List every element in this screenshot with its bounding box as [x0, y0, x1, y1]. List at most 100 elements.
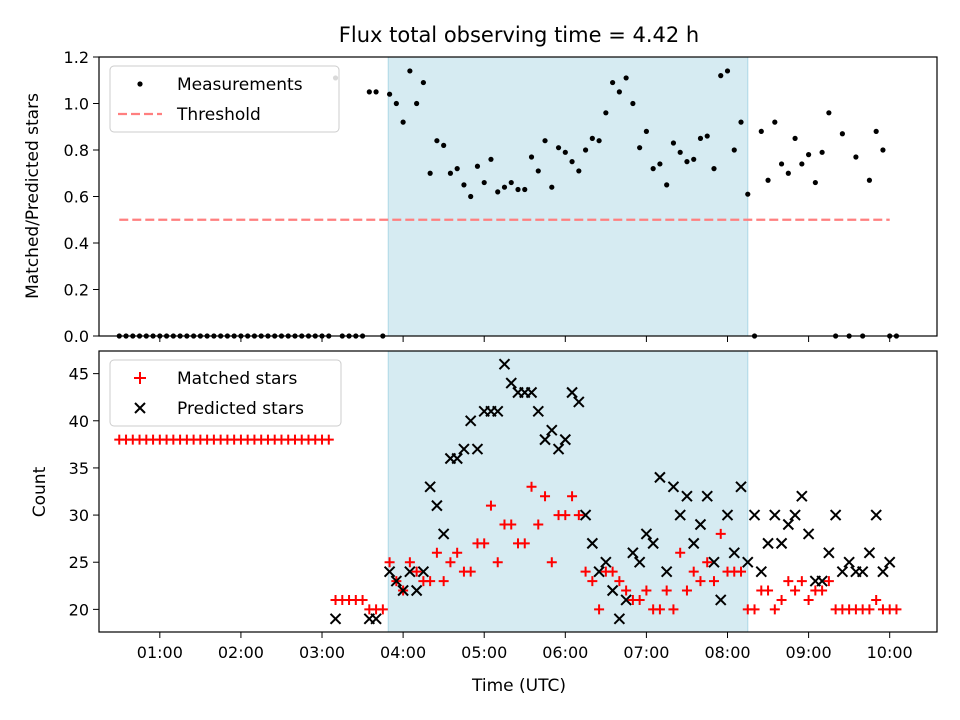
measurement-point: [711, 166, 717, 172]
measurement-point: [582, 147, 589, 153]
matched-star-marker: [377, 604, 388, 615]
y-tick-label: 45: [69, 365, 89, 384]
predicted-star-marker: [667, 481, 680, 493]
predicted-star-marker: [701, 490, 713, 502]
predicted-star-marker: [775, 537, 788, 550]
measurement-point: [427, 170, 433, 176]
predicted-star-marker: [883, 556, 896, 568]
x-tick-label: 07:00: [623, 643, 669, 662]
measurement-point: [441, 142, 447, 148]
predicted-star-marker: [742, 556, 754, 568]
measurement-point: [623, 75, 629, 81]
predicted-star-marker: [410, 584, 423, 597]
predicted-star-marker: [674, 509, 686, 521]
predicted-star-marker: [627, 547, 639, 559]
matched-star-marker: [404, 557, 415, 568]
matched-star-marker: [634, 594, 645, 605]
measurement-point: [569, 159, 575, 165]
predicted-star-marker: [546, 424, 558, 436]
predicted-star-marker: [877, 565, 889, 578]
matched-star-marker: [546, 557, 557, 568]
measurement-point: [434, 138, 440, 144]
predicted-star-marker: [863, 547, 876, 559]
measurement-point: [805, 152, 812, 158]
matched-star-marker: [736, 566, 747, 577]
y-tick-label: 0.2: [64, 281, 89, 300]
matched-star-marker: [749, 604, 760, 615]
matched-star-marker: [519, 538, 530, 549]
predicted-star-marker: [769, 509, 781, 521]
measurement-point: [400, 119, 406, 125]
measurement-point: [866, 177, 873, 183]
measurement-point: [468, 193, 474, 200]
bottom-xlabel: Time (UTC): [471, 676, 566, 696]
measurement-point: [853, 154, 859, 160]
predicted-star-marker: [620, 594, 632, 606]
matched-star-marker: [708, 576, 719, 587]
measurement-point: [778, 161, 785, 167]
matched-star-marker: [445, 557, 456, 568]
legend-box: [109, 65, 340, 133]
x-tick-label: 04:00: [380, 643, 426, 662]
predicted-star-marker: [640, 528, 653, 540]
matched-star-marker: [776, 594, 787, 605]
measurement-point: [555, 145, 562, 151]
legend-box: [109, 359, 342, 427]
shaded-interval: [387, 56, 749, 337]
matched-star-marker: [540, 491, 551, 502]
matched-star-marker: [864, 604, 875, 615]
predicted-star-marker: [505, 377, 517, 389]
matched-star-marker: [485, 500, 496, 511]
predicted-star-marker: [829, 509, 842, 521]
predicted-star-marker: [566, 386, 578, 399]
measurement-point: [393, 100, 399, 107]
matched-star-marker: [431, 547, 442, 558]
measurement-point: [596, 138, 602, 144]
matched-star-marker: [654, 604, 665, 615]
matched-star-marker: [783, 576, 794, 587]
predicted-star-marker: [397, 584, 409, 597]
measurement-point: [461, 182, 467, 188]
measurement-point: [792, 135, 798, 141]
matched-star-marker: [411, 566, 422, 577]
measurement-point: [386, 91, 393, 97]
measurement-point: [677, 149, 683, 155]
predicted-star-marker: [437, 528, 450, 540]
legend-label: Measurements: [177, 75, 303, 95]
predicted-star-marker: [451, 452, 463, 465]
y-tick-label: 35: [69, 459, 89, 478]
predicted-star-marker: [593, 565, 605, 578]
predicted-star-marker: [870, 509, 882, 521]
measurement-point: [576, 168, 582, 174]
predicted-star-marker: [370, 613, 382, 625]
measurement-point: [589, 135, 595, 141]
matched-star-marker: [688, 566, 699, 577]
legend-label: Predicted stars: [177, 399, 304, 419]
predicted-star-marker: [424, 481, 436, 493]
x-tick-label: 05:00: [461, 643, 507, 662]
legend-measurement-marker: [137, 81, 143, 87]
matched-star-marker: [675, 547, 686, 558]
measurement-point: [610, 79, 616, 86]
measurement-point: [704, 133, 710, 139]
matched-star-marker: [614, 576, 625, 587]
matched-star-marker: [641, 585, 652, 596]
measurement-point: [799, 161, 805, 167]
measurement-point: [745, 191, 751, 197]
x-tick-label: 08:00: [704, 643, 750, 662]
predicted-star-marker: [762, 537, 774, 550]
predicted-star-marker: [573, 396, 585, 408]
predicted-star-marker: [660, 565, 673, 578]
predicted-star-marker: [539, 433, 551, 446]
matched-star-marker: [790, 585, 801, 596]
measurement-point: [643, 128, 650, 134]
matched-star-marker: [438, 576, 449, 587]
x-tick-label: 09:00: [786, 643, 832, 662]
measurement-point: [785, 170, 791, 176]
y-tick-label: 0.4: [64, 234, 89, 253]
predicted-star-marker: [735, 481, 747, 493]
predicted-star-marker: [633, 556, 646, 568]
measurement-point: [562, 149, 568, 155]
predicted-star-marker: [600, 556, 612, 568]
predicted-star-marker: [404, 565, 416, 578]
